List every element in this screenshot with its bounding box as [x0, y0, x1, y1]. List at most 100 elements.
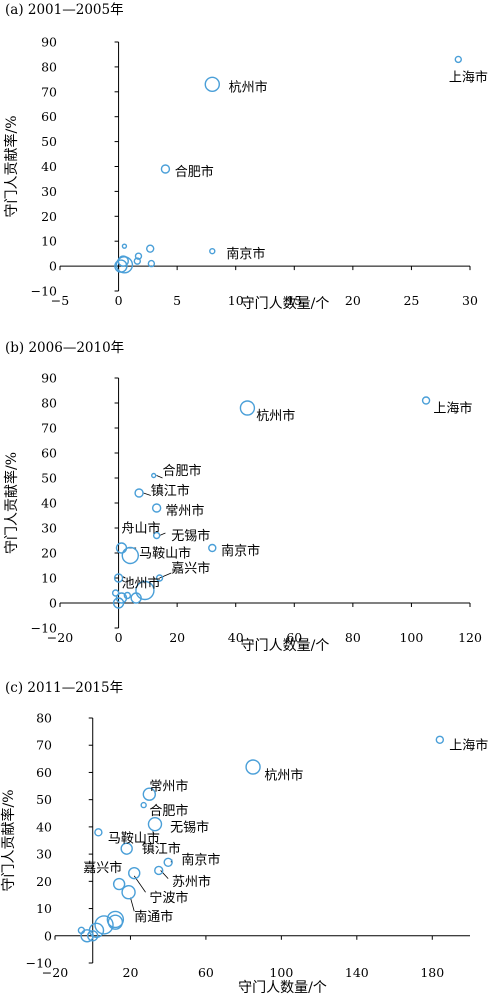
x-tick-label: 15 [286, 293, 302, 308]
y-tick-label: 50 [36, 792, 52, 807]
y-tick-label: −10 [31, 284, 57, 299]
city-label: 南京市 [226, 246, 265, 262]
city-label: 宁波市 [149, 890, 188, 906]
city-label: 杭州市 [264, 768, 303, 784]
y-axis-label: 守门人贡献率/% [3, 452, 20, 554]
y-tick-label: 0 [44, 928, 52, 943]
bubble-point [152, 531, 161, 540]
city-label: 合肥市 [163, 463, 202, 479]
x-axis-label: 守门人数量/个 [241, 638, 330, 654]
y-tick-label: 0 [49, 259, 57, 274]
leader-line [143, 492, 151, 496]
x-tick-label: 60 [286, 630, 302, 645]
bubble-point [113, 573, 124, 583]
bubble-point [147, 816, 163, 832]
y-tick-label: 80 [41, 59, 57, 74]
y-tick-label: 60 [41, 109, 57, 124]
city-label: 南通市 [134, 909, 173, 925]
city-label: 嘉兴市 [83, 860, 122, 876]
x-tick-label: 140 [345, 965, 369, 980]
y-axis-label: 守门人贡献率/% [0, 789, 17, 891]
y-tick-label: 30 [36, 847, 52, 862]
bubble-point [435, 735, 445, 744]
chart-title: (b) 2006—2010年 [5, 340, 124, 356]
bubble-point-unlabeled [114, 259, 128, 273]
bubble-point [121, 885, 136, 900]
y-tick-label: 30 [41, 521, 57, 536]
y-tick-label: 70 [36, 738, 52, 753]
bubble-point [120, 842, 133, 855]
city-label: 上海市 [433, 401, 472, 417]
city-label: 南京市 [221, 543, 260, 559]
y-tick-label: 80 [41, 396, 57, 411]
y-tick-label: 70 [41, 421, 57, 436]
y-tick-label: 70 [41, 84, 57, 99]
x-tick-label: 80 [345, 630, 361, 645]
city-label: 镇江市 [151, 483, 190, 499]
chart-panel-0: (a) 2001—2005年 −5 0 5 10 15 20 25 30 −10 0 10 20 30 40… [3, 2, 488, 312]
bubble-point [160, 164, 171, 174]
bubble-point [163, 857, 173, 867]
bubble-point-unlabeled [94, 915, 114, 935]
leader-line [156, 475, 163, 479]
chart-panel-2: (c) 2011—2015年 −20 20 60 100 140 180 −10 0 10 20 30… [0, 680, 488, 996]
x-tick-label: 40 [228, 630, 244, 645]
y-tick-label: 60 [41, 446, 57, 461]
y-tick-label: 40 [36, 819, 52, 834]
leader-line [130, 897, 135, 912]
bubble-point [112, 877, 126, 891]
x-tick-label: 0 [115, 293, 123, 308]
bubble-point [151, 503, 162, 513]
bubble-point-unlabeled [123, 591, 132, 600]
city-label: 马鞍山市 [139, 546, 191, 562]
y-tick-label: −10 [31, 621, 57, 636]
bubble-point [204, 76, 220, 93]
y-tick-label: 20 [36, 874, 52, 889]
y-tick-label: 10 [36, 901, 52, 916]
bubble-point-unlabeled [115, 256, 134, 274]
leader-line [159, 572, 172, 579]
bubble-point-unlabeled [130, 592, 142, 604]
y-tick-label: 90 [41, 371, 57, 386]
bubble-point [454, 55, 462, 64]
city-label: 马鞍山市 [108, 830, 160, 846]
y-tick-label: 30 [41, 184, 57, 199]
chart-title: (a) 2001—2005年 [5, 2, 124, 18]
x-axis-label: 守门人数量/个 [241, 296, 330, 312]
bubble-point [151, 472, 157, 479]
city-label: 常州市 [149, 779, 188, 795]
chart-panel-1: (b) 2006—2010年 −20 0 20 40 60 80 100 120 −10 0 10 20… [3, 340, 482, 654]
y-tick-label: 80 [36, 711, 52, 726]
x-tick-label: 60 [198, 965, 214, 980]
city-label: 无锡市 [170, 819, 209, 835]
bubble-point [154, 865, 164, 876]
x-tick-label: 0 [115, 630, 123, 645]
leader-line [159, 532, 166, 536]
y-tick-label: 10 [41, 234, 57, 249]
bubble-point [115, 542, 128, 554]
y-tick-label: 20 [41, 546, 57, 561]
bubble-point [140, 801, 147, 809]
city-label: 镇江市 [142, 841, 181, 857]
x-tick-label: −5 [51, 293, 69, 308]
y-axis-label: 守门人贡献率/% [3, 115, 20, 217]
bubble-point-unlabeled [111, 589, 120, 597]
x-tick-label: 10 [228, 293, 244, 308]
bubble-point [121, 546, 139, 565]
x-tick-label: 100 [399, 630, 423, 645]
bubble-point [134, 488, 144, 498]
bubble-point [128, 866, 141, 880]
bubble-point [421, 396, 431, 405]
city-label: 嘉兴市 [171, 561, 210, 577]
city-label: 南京市 [181, 852, 220, 868]
bubble-point [208, 543, 217, 553]
bubble-point-unlabeled [147, 259, 156, 268]
y-tick-label: 40 [41, 496, 57, 511]
bubble-point [245, 759, 261, 775]
bubble-point-unlabeled [107, 914, 124, 930]
bubble-point-unlabeled [80, 929, 94, 943]
bubble-point-unlabeled [133, 257, 142, 265]
y-tick-label: 0 [49, 596, 57, 611]
x-tick-label: 20 [169, 630, 185, 645]
